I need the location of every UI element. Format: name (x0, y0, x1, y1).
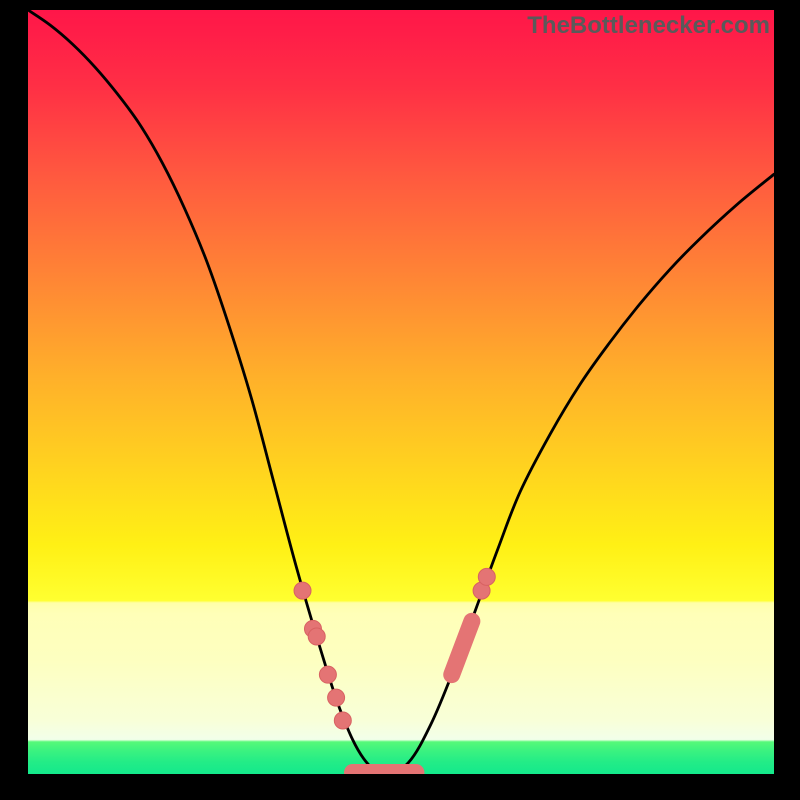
data-marker (478, 568, 495, 585)
chart-frame: TheBottlenecker.com (0, 0, 800, 800)
data-marker (334, 712, 351, 729)
data-marker (319, 666, 336, 683)
data-marker (328, 689, 345, 706)
plot-area (28, 10, 774, 774)
bottleneck-chart (28, 10, 774, 774)
watermark-text: TheBottlenecker.com (527, 12, 770, 40)
data-marker (294, 582, 311, 599)
data-marker (308, 628, 325, 645)
